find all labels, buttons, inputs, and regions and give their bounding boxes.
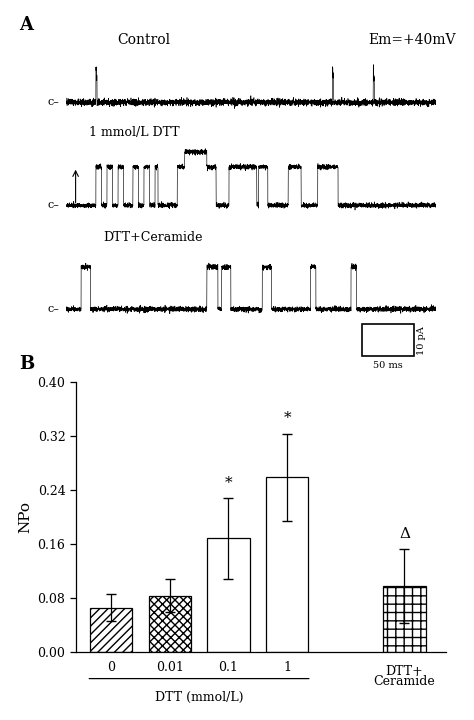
Bar [362,324,414,356]
Text: DTT+: DTT+ [386,665,423,678]
Text: 50 ms: 50 ms [374,361,403,370]
Text: c–: c– [47,304,59,314]
Text: Ceramide: Ceramide [374,675,435,688]
Text: 10 pA: 10 pA [418,326,427,354]
Bar [266,477,308,652]
Text: Δ: Δ [399,527,410,541]
Text: c–: c– [47,200,59,210]
Bar [383,586,426,652]
Text: 1 mmol/L DTT: 1 mmol/L DTT [89,125,179,138]
Text: *: * [225,476,232,490]
Text: DTT+Ceramide: DTT+Ceramide [103,231,203,244]
Bar [207,539,249,652]
Text: DTT (mmol/L): DTT (mmol/L) [155,690,243,703]
Text: B: B [19,355,34,373]
Bar [149,595,191,652]
Bar [90,608,132,652]
Text: c–: c– [47,97,59,107]
Text: Control: Control [118,32,171,47]
Text: A: A [19,17,33,34]
Text: *: * [283,411,291,426]
Text: Em=+40mV: Em=+40mV [368,32,456,47]
Y-axis label: NPo: NPo [18,500,32,533]
